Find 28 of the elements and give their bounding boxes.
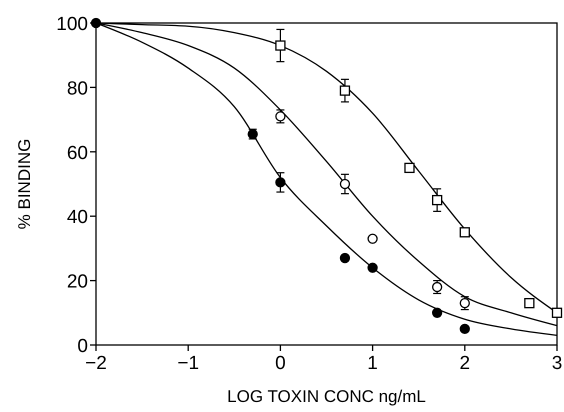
x-tick-label: 0 [275, 353, 286, 374]
x-axis-title: LOG TOXIN CONC ng/mL [227, 387, 426, 406]
y-tick-label: 20 [66, 272, 88, 293]
point [367, 262, 378, 273]
point [460, 227, 470, 238]
y-axis-title: % BINDING [15, 138, 34, 230]
x-tick-label: −2 [85, 353, 107, 374]
y-tick-label: 40 [66, 207, 88, 228]
point [340, 85, 350, 96]
point [275, 177, 286, 188]
point [552, 308, 562, 318]
point [432, 308, 442, 318]
x-tick-label: 1 [367, 353, 378, 374]
point [460, 324, 470, 334]
point [275, 111, 286, 122]
point [340, 252, 350, 264]
x-tick-label: 3 [552, 353, 562, 374]
x-tick-label: −1 [177, 353, 200, 374]
y-tick-label: 60 [66, 142, 88, 164]
x-tick-label: 2 [460, 353, 470, 374]
y-tick-label: 100 [56, 14, 88, 35]
y-tick-label: 0 [77, 336, 88, 357]
point [404, 162, 415, 174]
y-tick-label: 80 [66, 78, 88, 100]
point [432, 194, 442, 206]
point [340, 178, 350, 190]
point [524, 298, 534, 308]
point [275, 40, 286, 51]
